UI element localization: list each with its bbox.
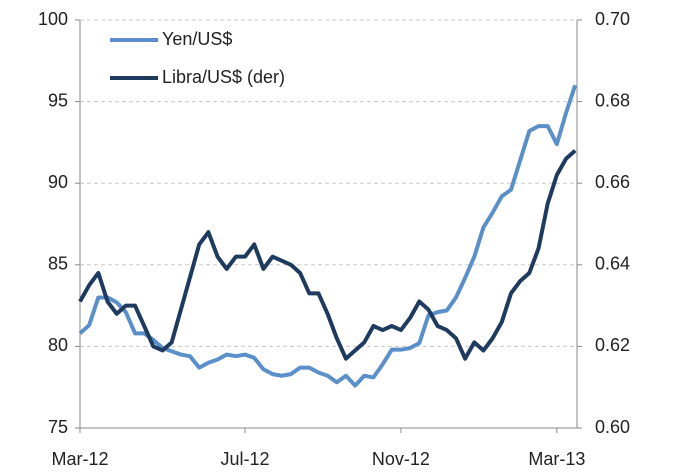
y2-tick-label: 0.70 xyxy=(595,9,630,29)
series-line xyxy=(78,149,577,361)
y-tick-label: 95 xyxy=(48,90,68,110)
y2-tick-label: 0.64 xyxy=(595,254,630,274)
y-tick-label: 75 xyxy=(48,417,68,437)
y-tick-label: 80 xyxy=(48,335,68,355)
y2-tick-label: 0.66 xyxy=(595,172,630,192)
y2-tick-label: 0.62 xyxy=(595,335,630,355)
x-tick-label: Mar-13 xyxy=(528,449,585,469)
y-tick-label: 100 xyxy=(38,9,68,29)
y2-tick-label: 0.60 xyxy=(595,417,630,437)
y2-tick-label: 0.68 xyxy=(595,90,630,110)
y-tick-label: 85 xyxy=(48,254,68,274)
legend-label: Yen/US$ xyxy=(162,29,232,49)
x-tick-label: Mar-12 xyxy=(51,449,108,469)
series-line xyxy=(78,84,578,388)
x-tick-label: Nov-12 xyxy=(372,449,430,469)
legend-label: Libra/US$ (der) xyxy=(162,67,285,87)
x-tick-label: Jul-12 xyxy=(221,449,270,469)
y-tick-label: 90 xyxy=(48,172,68,192)
